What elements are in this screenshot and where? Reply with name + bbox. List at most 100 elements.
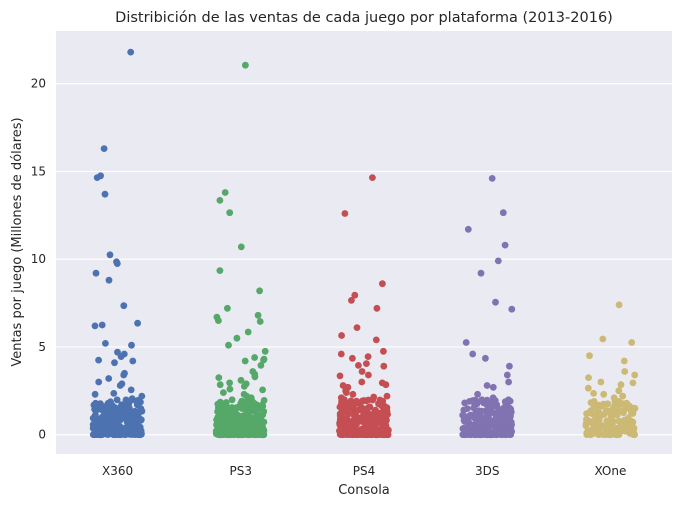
data-point <box>131 408 139 416</box>
data-point <box>629 379 637 387</box>
data-point <box>631 404 639 412</box>
data-point <box>372 336 380 344</box>
data-point <box>460 406 468 414</box>
data-point <box>215 402 223 410</box>
data-point <box>110 390 118 397</box>
data-point <box>362 427 370 435</box>
data-point <box>91 390 99 398</box>
data-point <box>482 354 489 362</box>
data-point <box>134 397 142 404</box>
data-point <box>488 175 496 182</box>
data-point <box>613 411 621 419</box>
data-point <box>615 399 623 407</box>
data-point <box>348 297 355 304</box>
data-point <box>106 405 113 412</box>
data-point <box>337 350 345 358</box>
data-point <box>615 417 623 425</box>
data-point <box>355 362 362 369</box>
data-point <box>590 419 598 426</box>
data-point <box>338 413 345 421</box>
data-point <box>126 409 133 417</box>
data-point <box>342 389 350 396</box>
data-point <box>369 174 376 182</box>
data-point <box>120 302 128 310</box>
data-point <box>483 418 491 426</box>
data-point <box>502 400 510 407</box>
data-point <box>240 383 248 390</box>
data-point <box>619 392 627 400</box>
data-point <box>103 416 111 424</box>
data-point <box>621 422 629 429</box>
data-point <box>223 428 231 436</box>
data-point <box>113 260 121 267</box>
data-point <box>120 409 128 417</box>
data-point <box>117 353 125 360</box>
data-point <box>373 304 381 312</box>
data-point <box>214 431 222 438</box>
data-point <box>100 407 108 414</box>
data-point <box>628 339 636 346</box>
data-point <box>94 405 102 412</box>
data-point <box>251 429 259 437</box>
data-point <box>95 378 103 386</box>
data-point <box>596 425 603 433</box>
data-point <box>129 357 137 365</box>
data-point <box>384 431 391 438</box>
data-point <box>600 390 608 398</box>
data-point <box>134 416 141 423</box>
data-point <box>477 269 485 277</box>
data-point <box>506 362 513 370</box>
data-point <box>630 424 638 432</box>
data-point <box>602 431 610 438</box>
data-point <box>338 419 346 427</box>
data-point <box>215 374 223 381</box>
series-PS3 <box>212 61 269 439</box>
data-point <box>623 399 630 407</box>
data-point <box>365 371 372 379</box>
data-point <box>459 411 467 419</box>
data-point <box>364 396 372 404</box>
data-point <box>253 421 261 429</box>
data-point <box>111 404 119 411</box>
data-point <box>503 371 511 379</box>
data-point <box>603 417 611 425</box>
data-point <box>226 379 234 387</box>
data-point <box>138 392 146 400</box>
data-point <box>496 409 504 416</box>
x-axis-ticks: X360 PS3 PS4 3DS XOne <box>102 464 626 478</box>
data-point <box>359 405 367 412</box>
data-point <box>237 400 245 407</box>
data-point <box>242 61 249 69</box>
data-point <box>341 405 348 413</box>
data-point <box>489 383 497 391</box>
data-point <box>214 418 222 426</box>
data-point <box>225 341 232 349</box>
x-tick-label: XOne <box>594 464 626 478</box>
gridlines <box>56 83 672 436</box>
data-point <box>367 418 375 425</box>
data-point <box>353 324 361 331</box>
data-point <box>466 431 474 438</box>
y-tick-label: 0 <box>38 428 46 442</box>
data-point <box>611 426 619 433</box>
data-point <box>491 424 499 432</box>
data-point <box>349 354 356 362</box>
data-point <box>215 317 222 324</box>
data-point <box>351 291 359 299</box>
data-point <box>117 403 125 411</box>
data-point <box>492 298 499 306</box>
data-point <box>380 362 388 370</box>
data-point <box>352 413 360 421</box>
data-point <box>599 335 607 343</box>
data-point <box>595 413 603 420</box>
data-point <box>474 390 481 398</box>
data-point <box>498 422 506 430</box>
y-tick-label: 10 <box>31 252 46 266</box>
data-point <box>349 390 357 398</box>
y-axis-ticks: 0 5 10 15 20 <box>31 77 46 442</box>
data-point <box>617 381 625 389</box>
data-point <box>483 382 491 389</box>
data-point <box>127 386 135 394</box>
data-point <box>224 304 231 312</box>
plot-background <box>56 31 672 454</box>
